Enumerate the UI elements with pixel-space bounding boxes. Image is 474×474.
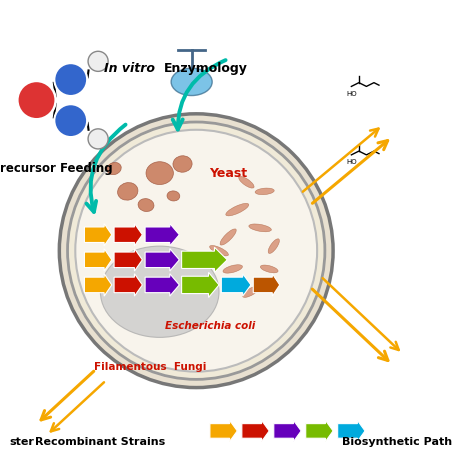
Ellipse shape bbox=[210, 246, 228, 256]
FancyArrow shape bbox=[253, 273, 280, 296]
Text: Filamentous  Fungi: Filamentous Fungi bbox=[94, 362, 207, 372]
Ellipse shape bbox=[260, 265, 278, 273]
FancyArrow shape bbox=[145, 223, 179, 246]
FancyArrow shape bbox=[182, 273, 219, 298]
Text: Escherichia coli: Escherichia coli bbox=[165, 321, 255, 331]
Text: Enzymology: Enzymology bbox=[164, 62, 248, 75]
Text: ster: ster bbox=[9, 438, 34, 447]
Circle shape bbox=[75, 130, 317, 372]
Circle shape bbox=[55, 63, 87, 96]
FancyArrow shape bbox=[114, 248, 142, 271]
Ellipse shape bbox=[138, 199, 154, 211]
FancyArrow shape bbox=[306, 420, 333, 441]
Ellipse shape bbox=[173, 156, 192, 172]
Ellipse shape bbox=[239, 176, 254, 188]
Ellipse shape bbox=[118, 182, 138, 200]
Ellipse shape bbox=[171, 68, 212, 96]
Ellipse shape bbox=[226, 203, 249, 216]
FancyArrow shape bbox=[274, 420, 301, 441]
FancyArrow shape bbox=[84, 273, 112, 296]
FancyArrow shape bbox=[337, 420, 365, 441]
Ellipse shape bbox=[167, 191, 180, 201]
Ellipse shape bbox=[268, 239, 279, 254]
Ellipse shape bbox=[223, 265, 243, 273]
FancyArrow shape bbox=[242, 420, 269, 441]
Circle shape bbox=[88, 129, 108, 149]
Text: recursor Feeding: recursor Feeding bbox=[0, 162, 113, 175]
Text: HO: HO bbox=[347, 91, 357, 97]
Ellipse shape bbox=[107, 163, 121, 174]
FancyArrow shape bbox=[114, 223, 142, 246]
Ellipse shape bbox=[243, 286, 259, 297]
Ellipse shape bbox=[249, 224, 271, 232]
FancyArrow shape bbox=[145, 273, 179, 296]
Text: Biosynthetic Path: Biosynthetic Path bbox=[342, 438, 452, 447]
FancyArrow shape bbox=[84, 248, 112, 271]
FancyArrow shape bbox=[145, 248, 179, 271]
Ellipse shape bbox=[100, 246, 219, 337]
Ellipse shape bbox=[146, 162, 173, 184]
FancyArrow shape bbox=[210, 420, 237, 441]
FancyArrow shape bbox=[182, 247, 227, 273]
Circle shape bbox=[59, 114, 333, 388]
Text: Yeast: Yeast bbox=[209, 167, 247, 180]
FancyArrow shape bbox=[221, 273, 251, 296]
Circle shape bbox=[88, 51, 108, 72]
Text: Recombinant Strains: Recombinant Strains bbox=[35, 438, 165, 447]
Circle shape bbox=[55, 104, 87, 137]
FancyArrow shape bbox=[114, 273, 142, 296]
Ellipse shape bbox=[255, 188, 274, 195]
Text: HO: HO bbox=[347, 159, 357, 165]
Circle shape bbox=[18, 81, 55, 119]
FancyArrow shape bbox=[84, 223, 112, 246]
Text: In vitro: In vitro bbox=[104, 62, 155, 75]
Ellipse shape bbox=[220, 229, 236, 245]
Circle shape bbox=[67, 122, 325, 379]
